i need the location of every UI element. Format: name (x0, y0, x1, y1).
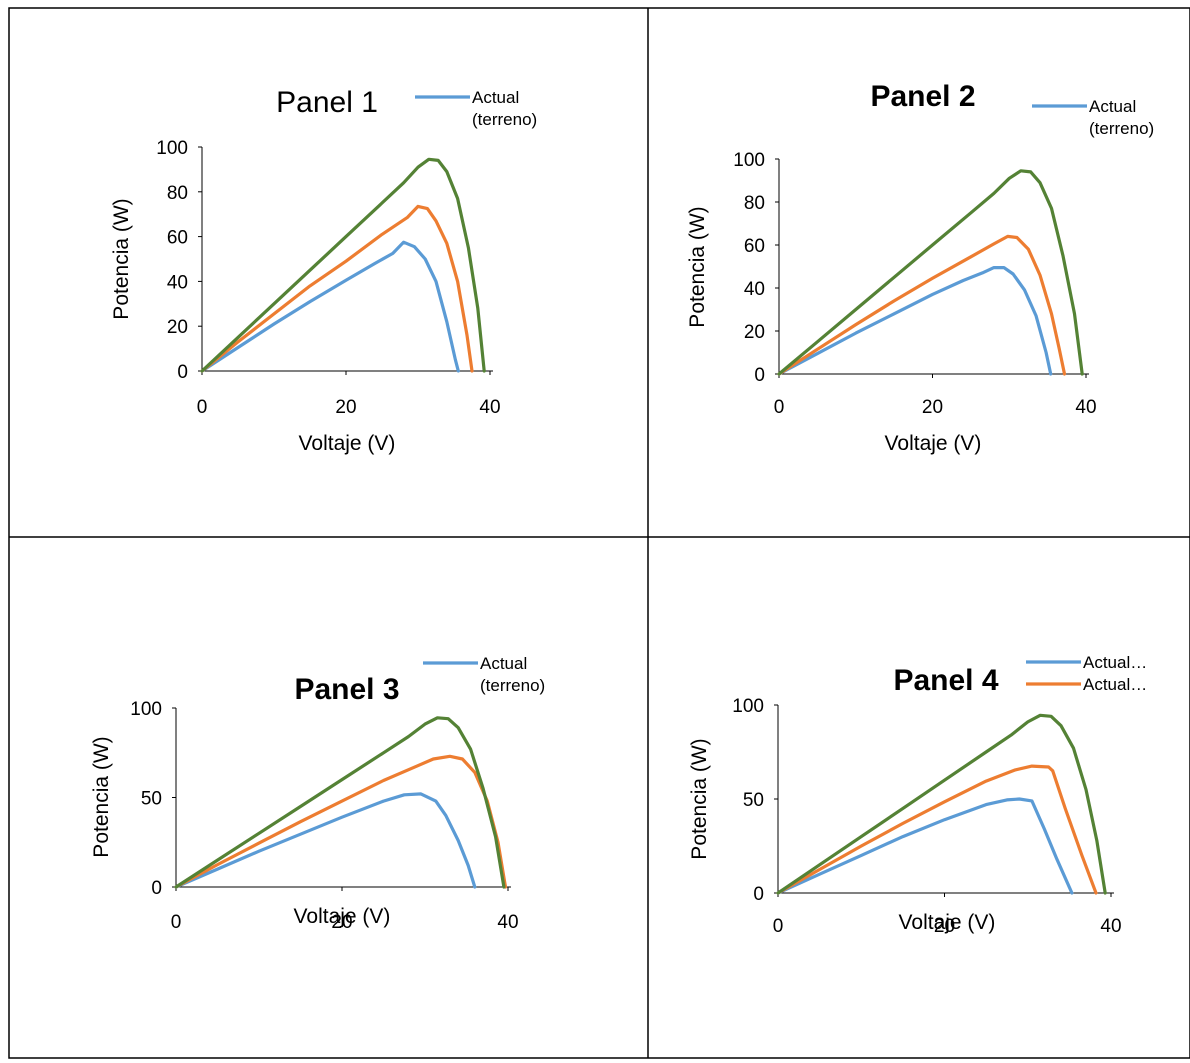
legend-label: Actual… (1083, 675, 1147, 694)
y-tick-label: 0 (151, 878, 162, 899)
series-line-3 (776, 713, 1107, 895)
chart-panel-3: 0 50 100 0 20 40 Voltaje (V) Potencia (W) Panel … (90, 654, 545, 933)
series-line-3 (777, 169, 1084, 376)
x-axis-label: Voltaje (V) (299, 432, 396, 455)
legend-label: (terreno) (480, 676, 545, 695)
y-tick-label: 80 (167, 183, 188, 204)
series-line-1 (174, 792, 477, 889)
y-axis-label: Potencia (W) (90, 736, 113, 857)
legend-entry: Actual… (1026, 675, 1147, 694)
x-tick-label: 0 (197, 397, 208, 418)
y-tick-label: 40 (167, 272, 188, 293)
y-axis-label: Potencia (W) (110, 198, 133, 319)
series-line-3 (174, 716, 506, 889)
chart-panel-2: 0 20 40 60 80 100 0 20 40 Voltaje (V) Potencia (W)… (686, 80, 1154, 455)
x-tick-label: 0 (774, 397, 785, 418)
chart-title: Panel 3 (294, 673, 399, 706)
y-tick-label: 60 (167, 228, 188, 249)
chart-title: Panel 1 (276, 86, 378, 119)
y-tick-label: 20 (167, 317, 188, 338)
x-tick-label: 40 (1075, 397, 1096, 418)
legend-label: Actual… (1083, 653, 1147, 672)
y-tick-label: 20 (744, 322, 765, 343)
x-tick-label: 40 (497, 912, 518, 933)
legend-entry: Actual (terreno) (415, 88, 537, 129)
y-tick-label: 50 (743, 790, 764, 811)
legend-entry: Actual (terreno) (1032, 97, 1154, 138)
y-axis-label: Potencia (W) (688, 738, 711, 859)
y-tick-label: 40 (744, 279, 765, 300)
x-tick-label: 40 (479, 397, 500, 418)
x-tick-label: 0 (773, 916, 784, 937)
y-tick-label: 100 (130, 699, 162, 720)
legend-label: Actual (480, 654, 527, 673)
series-line-3 (200, 157, 486, 373)
y-tick-label: 100 (156, 138, 188, 159)
y-axis-label: Potencia (W) (686, 206, 709, 327)
legend-label: Actual (1089, 97, 1136, 116)
chart-title: Panel 4 (893, 664, 998, 697)
x-axis-label: Voltaje (V) (294, 905, 391, 928)
y-tick-label: 50 (141, 789, 162, 810)
x-tick-label: 0 (171, 912, 182, 933)
y-tick-label: 0 (177, 362, 188, 383)
legend-label: (terreno) (472, 110, 537, 129)
legend-label: (terreno) (1089, 119, 1154, 138)
x-axis-label: Voltaje (V) (885, 432, 982, 455)
series-line-2 (776, 764, 1098, 895)
y-tick-label: 0 (754, 365, 765, 386)
series-line-1 (200, 240, 460, 373)
x-tick-label: 20 (335, 397, 356, 418)
legend-entry: Actual… (1026, 653, 1147, 672)
y-tick-label: 80 (744, 193, 765, 214)
y-tick-label: 100 (733, 150, 765, 171)
series-line-1 (776, 797, 1074, 895)
y-tick-label: 0 (753, 884, 764, 905)
x-axis-label: Voltaje (V) (899, 911, 996, 934)
x-tick-label: 20 (331, 912, 352, 933)
x-tick-label: 20 (934, 916, 955, 937)
table-borders (8, 7, 1190, 1059)
series-line-2 (200, 204, 474, 373)
series-line-1 (777, 266, 1053, 376)
series-line-2 (777, 234, 1067, 376)
y-tick-label: 60 (744, 236, 765, 257)
y-tick-label: 100 (732, 696, 764, 717)
x-tick-label: 40 (1100, 916, 1121, 937)
chart-title: Panel 2 (870, 80, 975, 113)
legend-label: Actual (472, 88, 519, 107)
x-tick-label: 20 (922, 397, 943, 418)
chart-panel-1: 0 20 40 60 80 100 0 20 40 Voltaje (V) Potencia (W)… (110, 86, 537, 455)
chart-panel-4: 0 50 100 0 20 40 Voltaje (V) Potencia (W) Panel … (688, 653, 1147, 937)
legend-entry: Actual (terreno) (423, 654, 545, 695)
